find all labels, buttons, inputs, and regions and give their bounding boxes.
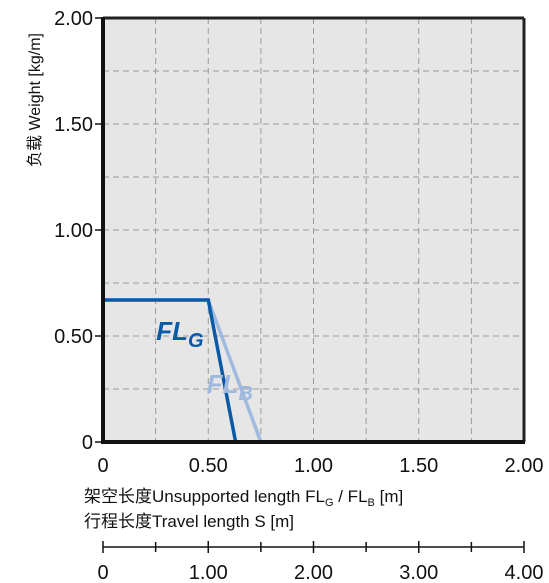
secondary-tick-label: 3.00: [399, 562, 438, 583]
x-axis-label-1: 架空长度Unsupported length FLG / FLB [m]: [84, 487, 403, 509]
secondary-tick-label: 1.00: [189, 562, 228, 583]
series-label-flg: FLG: [156, 316, 203, 352]
x-tick-label: 1.50: [399, 455, 438, 477]
x-axis-label-1-mid: / FL: [334, 487, 368, 506]
y-tick-label: 1.50: [54, 114, 93, 136]
x-axis-label-1-sub-g: G: [325, 497, 334, 509]
series-label-main: FL: [156, 316, 188, 346]
x-tick-label: 0.50: [189, 455, 228, 477]
secondary-tick-label: 0: [97, 562, 108, 583]
x-axis-label-1-suffix: [m]: [375, 487, 403, 506]
tick-layer: 0 0.50 1.00 1.50 2.00 0 0.50 1.00 1.50 2.00: [54, 8, 543, 477]
secondary-tick-label: 4.00: [505, 562, 544, 583]
series-label-main: FL: [207, 369, 239, 399]
series-label-flb: FLB: [207, 369, 253, 405]
series-line-flg: [103, 298, 238, 443]
secondary-tick-label: 2.00: [294, 562, 333, 583]
y-tick-label: 1.00: [54, 220, 93, 242]
y-tick-label: 0: [82, 432, 93, 454]
x-tick-label: 0: [97, 455, 108, 477]
x-axis-label-2: 行程长度Travel length S [m]: [84, 512, 294, 531]
grid: [103, 18, 524, 442]
x-tick-label: 2.00: [505, 455, 544, 477]
x-axis-label-1-prefix: 架空长度Unsupported length FL: [84, 487, 325, 506]
x-tick-label: 1.00: [294, 455, 333, 477]
series-label-sub: G: [188, 330, 204, 352]
y-tick-label: 0.50: [54, 326, 93, 348]
x-axis-label-1-sub-b: B: [368, 497, 375, 509]
series-label-sub: B: [239, 383, 253, 405]
y-axis-label: 负载 Weight [kg/m]: [26, 33, 44, 167]
y-tick-label: 2.00: [54, 8, 93, 30]
secondary-axis: 0 1.00 2.00 3.00 4.00: [97, 541, 543, 583]
